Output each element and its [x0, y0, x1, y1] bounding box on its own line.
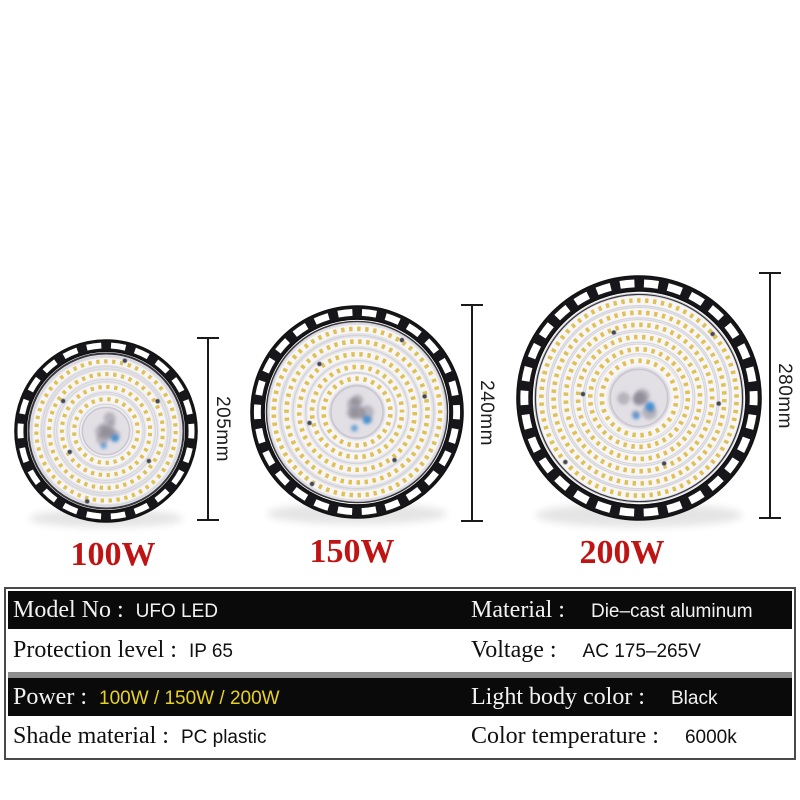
dimension-cap-bottom [197, 519, 219, 521]
spec-cell: Protection level : IP 65 [8, 629, 466, 672]
ufo-lamp-150w [250, 305, 464, 525]
ufo-lamp-100w [14, 339, 198, 528]
wattage-caption-100w: 100W [70, 536, 156, 573]
spec-row: Power : 100W / 150W / 200W Light body colo… [8, 678, 792, 716]
spec-cell: Voltage : AC 175–265V [466, 629, 792, 672]
spec-row: Model No : UFO LED Material : Die–cast alum… [8, 591, 792, 629]
spec-value: 6000k [684, 727, 737, 748]
spec-cell: Material : Die–cast aluminum [466, 591, 792, 629]
lens-screws [60, 357, 161, 505]
spec-label: Material : [471, 597, 565, 623]
dimension-line [471, 304, 473, 522]
spec-label: Power : [13, 684, 87, 710]
dimension-cap-bottom [461, 520, 483, 522]
dimension-cap-bottom [759, 517, 781, 519]
center-diffuser [609, 368, 669, 428]
dimension-annotation-150w: 240mm [461, 304, 497, 522]
spec-label: Light body color : [471, 684, 645, 710]
dimension-label: 205mm [212, 396, 233, 462]
spec-cell: Color temperature : 6000k [466, 716, 792, 756]
dimension-label: 280mm [774, 362, 795, 429]
spec-cell: Power : 100W / 150W / 200W [8, 678, 466, 716]
spec-value: IP 65 [188, 641, 233, 662]
spec-value: PC plastic [180, 727, 267, 748]
spec-label: Model No : [13, 597, 124, 623]
wattage-caption-200w: 200W [579, 534, 665, 571]
spec-label: Shade material : [13, 723, 169, 749]
spec-table: Model No : UFO LED Material : Die–cast alum… [4, 587, 796, 760]
dimension-annotation-200w: 280mm [759, 272, 795, 519]
spec-label: Voltage : [471, 637, 557, 663]
spec-label: Protection level : [13, 637, 177, 663]
spec-value: 100W / 150W / 200W [99, 688, 280, 709]
dimension-annotation-100w: 205mm [197, 337, 233, 521]
spec-row: Shade material : PC plastic Color temperat… [8, 716, 792, 756]
wattage-caption-150w: 150W [309, 533, 395, 570]
led-rings [267, 322, 447, 502]
led-rings [30, 355, 182, 507]
spec-value: Die–cast aluminum [590, 601, 753, 622]
spec-row: Protection level : IP 65 Voltage : AC 175–2… [8, 629, 792, 672]
ufo-lamp-200w [516, 275, 762, 528]
spec-value: UFO LED [135, 601, 219, 622]
lens-screws [306, 337, 428, 487]
dimension-label: 240mm [476, 380, 497, 446]
center-diffuser [81, 406, 131, 456]
led-rings [533, 292, 745, 504]
dimension-line [207, 337, 209, 521]
spec-cell: Model No : UFO LED [8, 591, 466, 629]
spec-label: Color temperature : [471, 723, 659, 749]
lens-screws [562, 329, 722, 467]
spec-value: Black [670, 688, 718, 709]
dimension-line [769, 272, 771, 519]
spec-cell: Light body color : Black [466, 678, 792, 716]
table-divider [8, 672, 792, 678]
center-diffuser [330, 385, 384, 439]
spec-value: AC 175–265V [582, 641, 701, 662]
spec-cell: Shade material : PC plastic [8, 716, 466, 756]
